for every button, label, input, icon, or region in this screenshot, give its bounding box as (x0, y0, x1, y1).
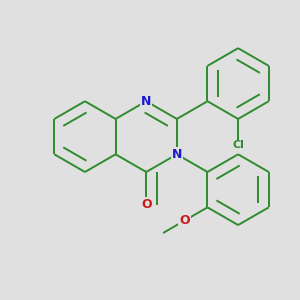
Text: N: N (172, 148, 182, 161)
Text: N: N (141, 95, 152, 108)
Text: Cl: Cl (232, 140, 244, 151)
Text: O: O (179, 214, 190, 227)
Text: O: O (141, 198, 152, 211)
